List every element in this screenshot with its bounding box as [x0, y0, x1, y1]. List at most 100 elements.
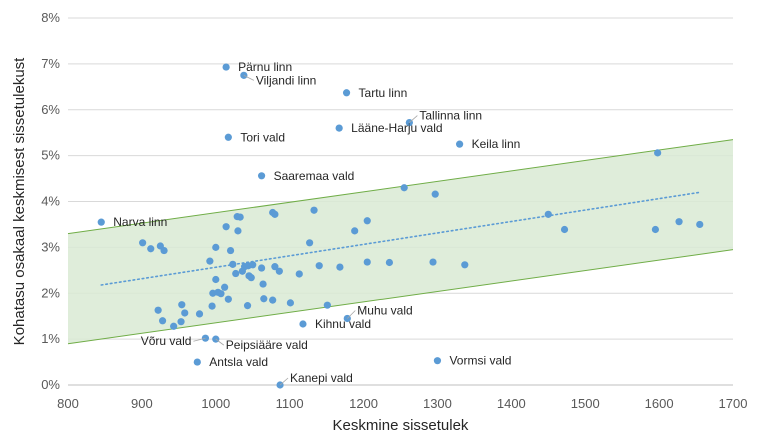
point-label: Narva linn	[113, 215, 167, 229]
data-point	[275, 267, 283, 275]
point-label: Viljandi linn	[256, 73, 317, 87]
data-point	[222, 63, 230, 71]
data-point	[193, 358, 201, 366]
point-label: Tartu linn	[359, 86, 408, 100]
data-point	[323, 301, 331, 309]
band-upper-edge	[67, 139, 734, 235]
data-point	[315, 262, 323, 270]
trendline	[100, 191, 701, 286]
data-point	[224, 133, 232, 141]
data-point	[385, 258, 394, 267]
data-point	[269, 296, 277, 304]
x-axis-title: Keskmine sissetulek	[333, 417, 469, 434]
data-point	[160, 246, 168, 255]
x-tick-label: 800	[57, 396, 79, 411]
data-point	[654, 149, 662, 157]
data-point	[221, 283, 229, 291]
data-point	[456, 140, 464, 148]
data-point	[97, 218, 105, 226]
point-label: Vormsi vald	[449, 354, 511, 368]
data-point	[271, 210, 279, 218]
data-point	[212, 243, 220, 251]
data-point	[217, 290, 225, 298]
x-tick-label: 900	[131, 396, 153, 411]
data-point	[306, 239, 314, 247]
axes: 0% 1% 2% 3% 4% 5% 6% 7% 8% 800 900 1000 1100 1200 1300…	[41, 10, 747, 411]
data-point	[178, 301, 186, 309]
point-label: Muhu vald	[357, 303, 412, 317]
data-point	[286, 299, 295, 307]
y-tick-label: 0%	[41, 377, 60, 392]
data-point	[212, 275, 220, 284]
label-leader-line	[243, 74, 255, 81]
y-tick-label: 5%	[41, 148, 60, 163]
data-point	[295, 270, 303, 278]
point-label: Võru vald	[141, 334, 192, 348]
data-point	[431, 190, 439, 198]
data-point	[299, 320, 307, 328]
y-tick-label: 1%	[41, 331, 60, 346]
band-lower-edge	[67, 249, 734, 345]
data-point	[181, 309, 189, 317]
data-point	[139, 239, 147, 247]
data-point	[234, 227, 242, 235]
label-leader-line	[347, 310, 356, 319]
point-label: Tallinna linn	[419, 109, 482, 123]
data-point	[310, 206, 318, 214]
y-tick-label: 4%	[41, 194, 60, 209]
point-label: Tori vald	[240, 130, 285, 144]
point-label: Saaremaa vald	[274, 169, 355, 183]
data-point	[232, 269, 240, 278]
data-point	[206, 257, 214, 265]
point-label: Lääne-Harju vald	[351, 121, 442, 135]
x-tick-label: 1200	[349, 396, 378, 411]
data-points	[97, 63, 704, 389]
data-point	[560, 225, 569, 234]
data-point	[363, 258, 371, 266]
point-label: Kihnu vald	[315, 317, 371, 331]
y-axis-title: Kohatasu osakaal keskmisest sissetulekus…	[11, 57, 28, 345]
data-point	[342, 89, 351, 97]
data-point	[257, 264, 266, 272]
trendline-line	[100, 191, 701, 286]
data-point	[544, 210, 552, 218]
data-point	[238, 267, 246, 275]
data-point	[170, 322, 178, 330]
label-leader-line	[409, 115, 418, 123]
data-point	[158, 317, 167, 325]
data-point	[257, 172, 266, 180]
point-label: Pärnu linn	[238, 60, 292, 74]
data-point	[351, 227, 359, 235]
data-point	[336, 263, 344, 271]
data-point	[247, 274, 255, 282]
data-point	[222, 223, 230, 231]
label-leader-line	[215, 338, 225, 346]
data-point	[433, 357, 442, 365]
data-point	[400, 184, 408, 192]
confidence-band	[67, 139, 734, 345]
x-tick-label: 1100	[276, 396, 304, 411]
data-point	[243, 302, 252, 310]
data-point	[260, 295, 268, 303]
data-point	[208, 302, 216, 310]
data-point	[177, 318, 185, 326]
data-point	[147, 245, 155, 253]
data-point	[461, 261, 469, 269]
data-point	[229, 260, 237, 268]
y-tick-label: 6%	[41, 102, 60, 117]
data-point	[335, 124, 343, 132]
x-tick-label: 1000	[201, 396, 230, 411]
data-point	[675, 218, 683, 226]
point-label: Keila linn	[472, 137, 521, 151]
y-tick-label: 3%	[41, 239, 60, 254]
point-label: Antsla vald	[209, 355, 268, 369]
y-tick-label: 2%	[41, 285, 60, 300]
data-point	[259, 280, 267, 288]
data-point	[195, 310, 204, 318]
y-tick-label: 8%	[41, 10, 60, 25]
data-point	[651, 225, 660, 234]
data-point	[236, 213, 244, 221]
x-tick-label: 1500	[571, 396, 600, 411]
point-label: Peipsiääre vald	[226, 338, 308, 352]
data-point	[696, 220, 704, 229]
